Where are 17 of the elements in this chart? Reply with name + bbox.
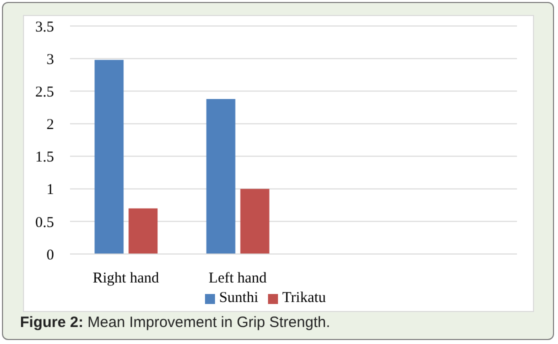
x-tick-label: Left hand xyxy=(208,270,268,287)
y-tick-label: 2 xyxy=(46,117,54,134)
y-tick-label: 2.5 xyxy=(35,84,54,100)
y-tick-label: 0 xyxy=(46,247,54,264)
caption: Figure 2: Mean Improvement in Grip Strength. xyxy=(20,314,330,331)
legend-label: Trikatu xyxy=(282,290,326,306)
y-tick-label: 1 xyxy=(46,182,54,198)
bar xyxy=(240,188,270,254)
y-tick-label: 3 xyxy=(46,52,54,68)
y-tick-label: 1.5 xyxy=(35,150,54,166)
bar xyxy=(206,98,236,254)
y-tick-label: 3.5 xyxy=(35,19,54,36)
bar xyxy=(128,208,158,254)
y-tick-label: 0.5 xyxy=(35,214,54,231)
legend-label: Sunthi xyxy=(219,290,258,306)
bar xyxy=(94,60,124,254)
x-tick-label: Right hand xyxy=(92,270,160,287)
